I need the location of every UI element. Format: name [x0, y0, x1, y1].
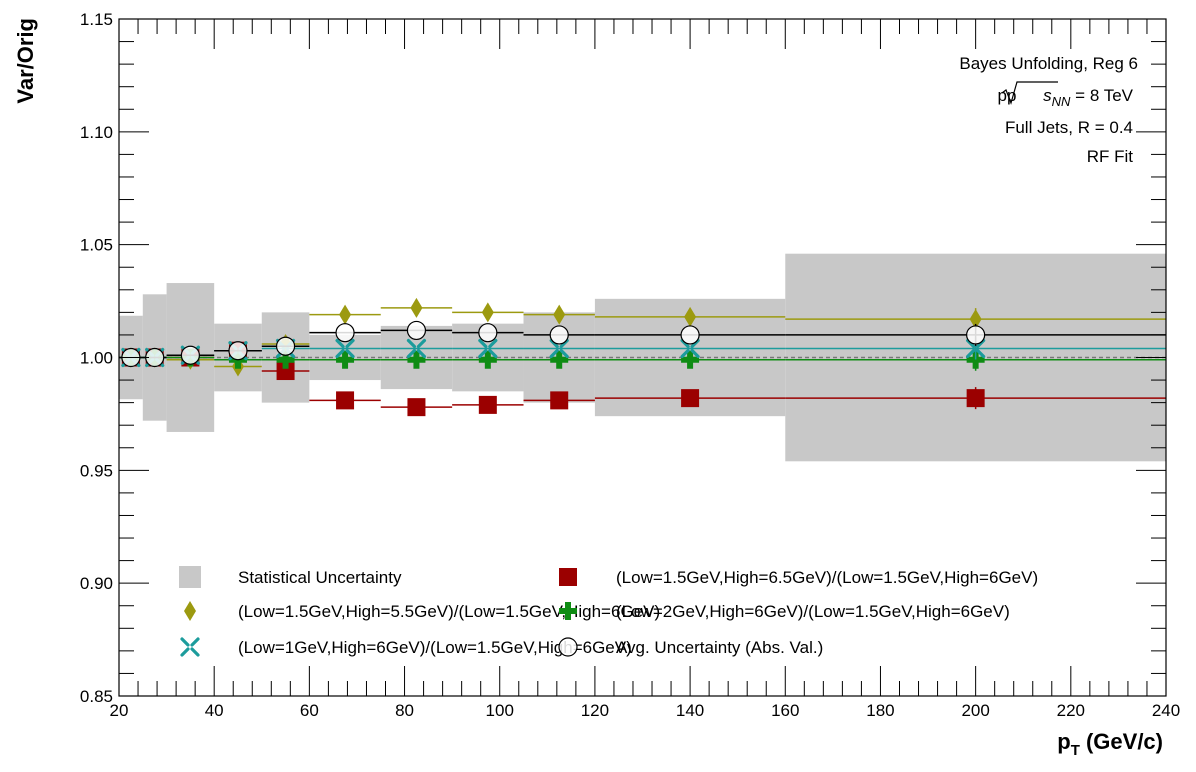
point-high55-7	[481, 302, 494, 323]
y-tick-label: 1.00	[80, 349, 113, 368]
point-avg-7	[478, 323, 498, 343]
point-low2-9	[681, 350, 700, 369]
series-avg	[119, 320, 1166, 368]
point-avg-2	[180, 345, 200, 365]
point-low2-10	[966, 350, 985, 369]
point-avg-5	[335, 323, 355, 343]
y-tick-label: 0.85	[80, 687, 113, 706]
y-axis-title: Var/Orig	[13, 18, 38, 104]
legend-marker-high55	[184, 601, 196, 621]
point-low1-7	[478, 338, 498, 359]
point-high65-5	[336, 391, 355, 410]
y-tick-label: 1.05	[80, 236, 113, 255]
legend-entry-avg: Avg. Uncertainty (Abs. Val.)	[558, 637, 823, 657]
annotation-line-3: Full Jets, R = 0.4	[1005, 118, 1133, 137]
y-tick-label: 1.15	[80, 10, 113, 29]
legend-label-low2: (Low=2GeV,High=6GeV)/(Low=1.5GeV,High=6G…	[616, 602, 1010, 621]
point-low2-8	[550, 350, 569, 369]
point-high65-6	[407, 398, 426, 417]
x-tick-label: 200	[961, 701, 989, 720]
legend-marker-avg	[558, 637, 578, 657]
point-high55-6	[410, 297, 423, 318]
point-low2-6	[407, 350, 426, 369]
x-tick-label: 100	[486, 701, 514, 720]
legend-entry-high55: (Low=1.5GeV,High=5.5GeV)/(Low=1.5GeV,Hig…	[184, 601, 660, 621]
legend-entry-high65: (Low=1.5GeV,High=6.5GeV)/(Low=1.5GeV,Hig…	[559, 568, 1038, 587]
legend-label-low1: (Low=1GeV,High=6GeV)/(Low=1.5GeV,High=6G…	[238, 638, 632, 657]
x-axis-title: pT (GeV/c)	[1057, 729, 1163, 759]
y-tick-label: 0.90	[80, 574, 113, 593]
point-high55-10	[969, 309, 982, 330]
annotation-block: Bayes Unfolding, Reg 6 pp sNN = 8 TeV Fu…	[959, 54, 1138, 166]
legend-label-avg: Avg. Uncertainty (Abs. Val.)	[616, 638, 823, 657]
legend-marker-low2	[559, 602, 577, 620]
legend-entry-stat: Statistical Uncertainty	[179, 566, 402, 588]
legend-label-stat: Statistical Uncertainty	[238, 568, 402, 587]
x-tick-label: 60	[300, 701, 319, 720]
legend-marker-high65	[559, 568, 577, 586]
legend: Statistical Uncertainty (Low=1.5GeV,High=…	[179, 566, 1038, 657]
sqrt-sign	[1001, 81, 1058, 105]
x-tick-label: 220	[1057, 701, 1085, 720]
legend-marker-low1	[180, 637, 200, 657]
point-avg-6	[406, 320, 427, 341]
point-low2-7	[478, 350, 497, 369]
point-avg-9	[680, 325, 700, 345]
data-series	[119, 297, 1166, 417]
tick-labels: 20 40 60 80 100 120 140 160 180 200 220 240 0.85 0.90…	[80, 10, 1180, 720]
x-tick-label: 140	[676, 701, 704, 720]
y-tick-label: 0.95	[80, 461, 113, 480]
point-high65-9	[681, 389, 700, 408]
point-avg-8	[549, 325, 569, 345]
legend-marker-stat	[179, 566, 201, 588]
x-tick-label: 240	[1152, 701, 1180, 720]
point-high55-9	[684, 306, 697, 327]
annotation-line-4: RF Fit	[1087, 147, 1134, 166]
point-high65-4	[276, 362, 295, 381]
point-low1-5	[335, 338, 355, 359]
x-tick-label: 20	[110, 701, 129, 720]
point-high65-8	[550, 391, 569, 410]
x-tick-label: 40	[205, 701, 224, 720]
point-avg-4	[275, 336, 296, 356]
legend-label-high65: (Low=1.5GeV,High=6.5GeV)/(Low=1.5GeV,Hig…	[616, 568, 1038, 587]
x-tick-label: 80	[395, 701, 414, 720]
point-low2-5	[336, 350, 355, 369]
point-avg-3	[228, 341, 248, 361]
point-low1-6	[406, 338, 427, 359]
point-high65-7	[478, 395, 497, 414]
y-tick-label: 1.10	[80, 123, 113, 142]
point-low2-4	[276, 350, 295, 369]
x-tick-label: 180	[866, 701, 894, 720]
annotation-line-2: pp sNN = 8 TeV	[998, 86, 1134, 109]
legend-label-high55: (Low=1.5GeV,High=5.5GeV)/(Low=1.5GeV,Hig…	[238, 602, 660, 621]
x-tick-label: 120	[581, 701, 609, 720]
legend-entry-low1: (Low=1GeV,High=6GeV)/(Low=1.5GeV,High=6G…	[180, 637, 632, 657]
legend-entry-low2: (Low=2GeV,High=6GeV)/(Low=1.5GeV,High=6G…	[559, 602, 1010, 621]
point-avg-10	[966, 325, 986, 345]
point-high55-5	[339, 304, 352, 325]
x-tick-label: 160	[771, 701, 799, 720]
axis-ticks	[118, 18, 1167, 697]
point-high65-10	[966, 389, 985, 408]
annotation-line-1: Bayes Unfolding, Reg 6	[959, 54, 1138, 73]
point-high55-8	[553, 304, 566, 325]
